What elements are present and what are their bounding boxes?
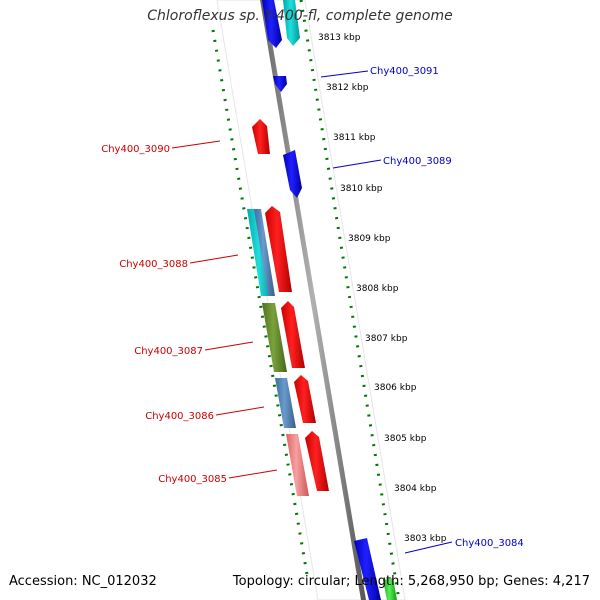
gene-label-chy400-3088[interactable]: Chy400_3088 [119,259,188,270]
gene-label-chy400-3087[interactable]: Chy400_3087 [134,346,203,357]
gene-arrow-chy400-3087-olive [262,303,287,372]
tick-label: 3809 kbp [348,234,391,244]
tick-label: 3806 kbp [374,383,417,393]
genome-backbone [260,0,366,600]
accession-text: Accession: NC_012032 [9,574,157,589]
leader-line-chy400-3084 [404,541,453,554]
gene-arrow-chy400-3087 [281,301,305,368]
leader-line-chy400-3086 [215,406,265,416]
gene-arrow-chy400-3085 [305,431,329,491]
tick-labels: 3813 kbp 3812 kbp 3811 kbp 3810 kbp 3809 kbp… [318,33,447,544]
gene-arrow-chy400-3089 [283,150,302,198]
gene-labels: Chy400_3091 Chy400_3090 Chy400_3089 Chy400_… [101,66,524,549]
leader-line-chy400-3091 [320,70,369,78]
gene-arrow-chy400-3085-pink [286,434,309,496]
gene-label-chy400-3086[interactable]: Chy400_3086 [145,411,214,422]
gene-leader-lines [171,70,453,554]
gene-label-chy400-3084[interactable]: Chy400_3084 [455,538,524,549]
tick-label: 3804 kbp [394,484,437,494]
tick-label: 3812 kbp [326,83,369,93]
tick-label: 3813 kbp [318,33,361,43]
tick-label: 3811 kbp [333,133,376,143]
genome-title: Chloroflexus sp. Y-400-fl, complete geno… [147,8,453,24]
gene-arrow-chy400-3086 [294,375,316,423]
leader-line-chy400-3088 [189,254,239,264]
tick-label: 3805 kbp [384,434,427,444]
gene-arrow-chy400-3086-steel [275,378,296,428]
gene-arrow-bottom-green [383,578,397,600]
gene-arrow-chy400-3088 [265,206,292,292]
gene-label-chy400-3090[interactable]: Chy400_3090 [101,144,170,155]
gene-label-chy400-3091[interactable]: Chy400_3091 [370,66,439,77]
leader-line-chy400-3090 [171,140,221,149]
gene-arrow-chy400-3090 [252,119,270,154]
gene-arrow-chy400-3084 [354,538,381,600]
leader-line-chy400-3085 [228,469,278,479]
tick-label: 3808 kbp [356,284,399,294]
tick-label: 3810 kbp [340,184,383,194]
gene-arrow-chy400-3088-steel [254,209,275,296]
gene-arrow-top-cyan [283,0,300,46]
tick-label: 3803 kbp [404,534,447,544]
gene-arrow-chy400-3091 [273,76,287,92]
leader-line-chy400-3087 [204,341,254,351]
tick-label: 3807 kbp [365,334,408,344]
gene-arrow-top-blue [262,0,282,48]
gene-label-chy400-3085[interactable]: Chy400_3085 [158,474,227,485]
right-ruler [299,0,401,600]
leader-line-chy400-3089 [332,159,382,169]
genome-summary-text: Topology: circular; Length: 5,268,950 bp… [232,574,590,589]
gene-label-chy400-3089[interactable]: Chy400_3089 [383,156,452,167]
